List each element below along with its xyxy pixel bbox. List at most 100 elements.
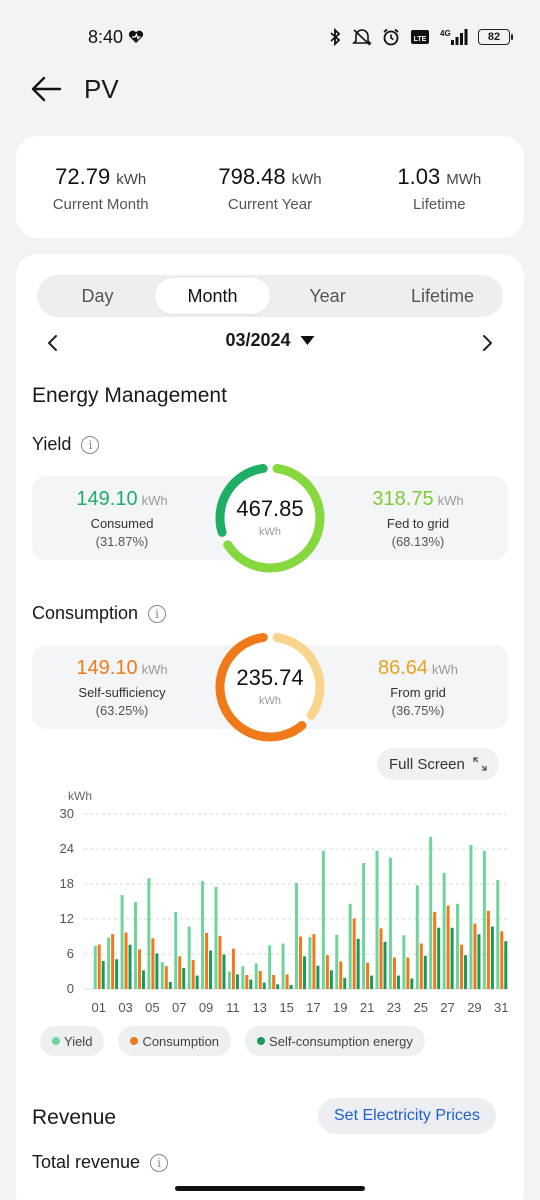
home-indicator[interactable] [175, 1186, 365, 1191]
legend-label: Yield [64, 1033, 93, 1049]
bar-consumption-25 [419, 943, 423, 989]
bar-consumption-12 [245, 975, 249, 989]
consumption-grid-arc [215, 632, 325, 742]
consumption-title-text: Consumption [32, 603, 139, 623]
bar-yield-03 [120, 895, 124, 989]
tab-lifetime[interactable]: Lifetime [410, 285, 475, 306]
alarm-icon [383, 28, 399, 46]
bar-self-consumption-energy-11 [235, 974, 239, 989]
consumption-center: 235.74 kWh [212, 665, 328, 707]
bar-yield-27 [442, 872, 446, 989]
tab-year[interactable]: Year [309, 285, 346, 306]
bar-yield-29 [469, 844, 473, 989]
bar-self-consumption-energy-28 [464, 955, 468, 989]
bar-self-consumption-energy-31 [504, 941, 508, 989]
info-icon[interactable]: i [150, 1153, 169, 1172]
bar-yield-06 [160, 962, 164, 989]
legend-yield[interactable]: Yield [40, 1026, 105, 1056]
tab-day[interactable]: Day [81, 285, 114, 306]
bar-consumption-05 [151, 938, 155, 989]
consumption-grid-pct: (36.75%) [391, 703, 445, 718]
yield-fed-pct: (68.13%) [391, 534, 445, 549]
bar-self-consumption-energy-23 [396, 975, 400, 989]
bar-consumption-16 [299, 936, 302, 989]
x-tick-label: 19 [333, 1000, 347, 1015]
revenue-title: Revenue [32, 1106, 117, 1129]
bar-consumption-04 [137, 949, 141, 989]
legend-self-consumption[interactable]: Self-consumption energy [245, 1026, 425, 1056]
date-nav: 03/2024 [16, 326, 524, 360]
fullscreen-label: Full Screen [389, 755, 465, 773]
legend-consumption[interactable]: Consumption [118, 1026, 232, 1056]
bar-consumption-22 [379, 928, 383, 989]
info-icon[interactable]: i [148, 604, 167, 623]
legend-label: Self-consumption energy [269, 1033, 413, 1049]
chart-svg: kWh 0 6 12 18 24 30 01 03 05 07 09 11 13 15 17 19 21 23 25 2… [60, 789, 509, 1015]
yield-consumed-value: 149.10 [76, 488, 138, 510]
x-tick-label: 13 [253, 1000, 267, 1015]
yield-consumed-arc [215, 463, 325, 573]
x-tick-label: 31 [494, 1000, 508, 1015]
tab-month[interactable]: Month [155, 278, 270, 314]
yield-consumed: 149.10 kWh Consumed (31.87%) [32, 488, 212, 549]
y-tick-label: 12 [60, 911, 74, 926]
yield-fed-arc [215, 463, 325, 573]
status-icons: LTE 4G 82 [328, 26, 513, 48]
chevron-right-icon[interactable] [476, 332, 498, 354]
chevron-left-icon[interactable] [42, 332, 64, 354]
yield-ring: 467.85 kWh [212, 460, 328, 576]
bar-consumption-06 [164, 966, 168, 989]
bar-self-consumption-energy-15 [289, 984, 293, 989]
bar-self-consumption-energy-06 [168, 982, 172, 989]
consumption-total-unit: kWh [259, 695, 281, 707]
legend-dot [52, 1037, 60, 1045]
bar-yield-20 [348, 903, 352, 989]
y-tick-label: 6 [67, 946, 74, 961]
bar-consumption-20 [352, 918, 356, 989]
bar-yield-05 [147, 878, 151, 989]
x-tick-label: 15 [279, 1000, 293, 1015]
set-electricity-prices-button[interactable]: Set Electricity Prices [318, 1098, 496, 1134]
consumption-self-unit: kWh [141, 662, 168, 677]
summary-unit: MWh [446, 171, 482, 188]
bar-consumption-14 [272, 975, 276, 989]
summary-current-month: 72.79 kWh Current Month [16, 136, 185, 238]
summary-value: 1.03 [397, 164, 441, 189]
caret-down-icon [300, 336, 315, 345]
heart-sync-icon [128, 30, 144, 43]
chart-legend: Yield Consumption Self-consumption energ… [40, 1026, 425, 1056]
back-arrow-icon[interactable] [30, 74, 64, 104]
bar-self-consumption-energy-10 [222, 954, 226, 989]
bar-consumption-08 [191, 959, 195, 989]
total-revenue-label: Total revenue [32, 1152, 141, 1172]
x-tick-label: 25 [414, 1000, 428, 1015]
x-tick-label: 03 [118, 1000, 132, 1015]
energy-management-title: Energy Management [32, 384, 227, 407]
yield-consumed-unit: kWh [141, 493, 168, 508]
y-tick-label: 0 [67, 981, 74, 996]
bar-yield-15 [281, 943, 285, 989]
bar-self-consumption-energy-07 [182, 968, 186, 989]
consumption-grid-value: 86.64 [377, 657, 429, 679]
bar-self-consumption-energy-16 [303, 956, 306, 989]
info-icon[interactable]: i [81, 435, 100, 454]
bar-self-consumption-energy-01 [101, 961, 105, 989]
consumption-self-arc [215, 632, 325, 742]
fullscreen-button[interactable]: Full Screen [377, 748, 499, 780]
bar-self-consumption-energy-12 [249, 979, 253, 989]
date-picker[interactable]: 03/2024 [225, 330, 315, 351]
x-tick-label: 11 [226, 1000, 240, 1015]
x-tick-label: 23 [387, 1000, 401, 1015]
bar-consumption-09 [205, 933, 209, 989]
bar-self-consumption-energy-22 [383, 941, 387, 989]
summary-card: 72.79 kWh Current Month 798.48 kWh Current… [16, 136, 524, 238]
bluetooth-icon [330, 28, 341, 46]
mute-icon [352, 29, 372, 46]
consumption-total-value: 235.74 [236, 665, 304, 690]
bar-yield-31 [496, 879, 500, 989]
bar-self-consumption-energy-03 [128, 944, 132, 989]
consumption-grid-label: From grid [390, 685, 446, 700]
svg-text:4G: 4G [440, 29, 451, 38]
bar-yield-10 [214, 886, 218, 989]
summary-value: 72.79 [55, 164, 111, 189]
